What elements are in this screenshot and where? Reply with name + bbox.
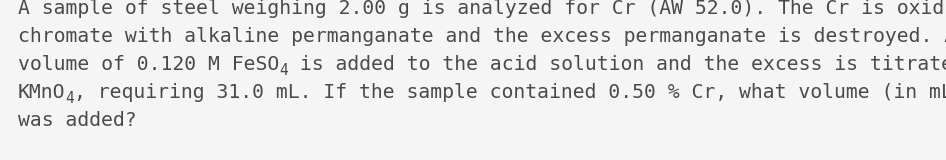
Text: volume of 0.120 M FeSO: volume of 0.120 M FeSO xyxy=(18,55,279,74)
Text: was added?: was added? xyxy=(18,111,137,130)
Text: , requiring 31.0 mL. If the sample contained 0.50 % Cr, what volume (in mL) of F: , requiring 31.0 mL. If the sample conta… xyxy=(74,83,946,102)
Text: 4: 4 xyxy=(279,63,288,78)
Text: KMnO: KMnO xyxy=(18,83,65,102)
Text: 4: 4 xyxy=(65,91,74,106)
Text: chromate with alkaline permanganate and the excess permanganate is destroyed. A : chromate with alkaline permanganate and … xyxy=(18,27,946,46)
Text: is added to the acid solution and the excess is titrated with 0.0220 M: is added to the acid solution and the ex… xyxy=(288,55,946,74)
Text: A sample of steel weighing 2.00 g is analyzed for Cr (AW 52.0). The Cr is oxidiz: A sample of steel weighing 2.00 g is ana… xyxy=(18,0,946,18)
